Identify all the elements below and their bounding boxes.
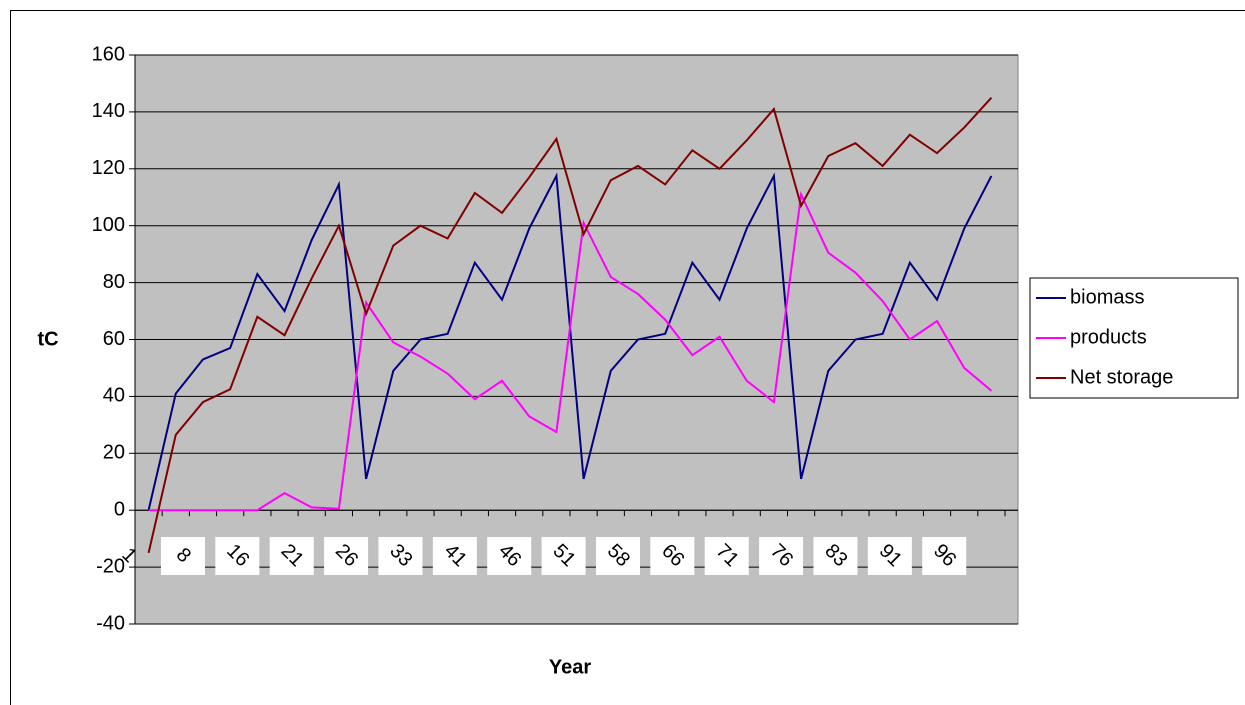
x-tick-label-box <box>378 537 423 575</box>
x-tick-label-box <box>650 537 695 575</box>
y-tick-label: 100 <box>92 214 125 236</box>
x-tick-label-box <box>704 537 749 575</box>
y-tick-label: 80 <box>103 271 125 293</box>
x-tick-label-box <box>269 537 314 575</box>
y-axis-label: tC <box>37 328 58 350</box>
y-tick-label: 140 <box>92 100 125 122</box>
x-tick-label-box <box>595 537 640 575</box>
x-tick-label-box <box>487 537 532 575</box>
y-tick-label: 120 <box>92 157 125 179</box>
x-tick-label-box <box>324 537 369 575</box>
x-tick-label-box <box>759 537 804 575</box>
x-tick-label-box <box>813 537 858 575</box>
x-tick-label-box <box>432 537 477 575</box>
x-tick-label-box <box>867 537 912 575</box>
series-line <box>148 190 993 512</box>
y-tick-label: -20 <box>96 555 125 577</box>
legend-label: products <box>1070 326 1147 348</box>
x-tick-label-box <box>541 537 586 575</box>
x-tick-label-box <box>922 537 967 575</box>
x-tick-label-box <box>160 537 205 575</box>
y-tick-label: 160 <box>92 43 125 65</box>
x-axis-label: Year <box>549 656 591 678</box>
x-tick-label-box <box>215 537 260 575</box>
legend-label: biomass <box>1070 286 1144 308</box>
series-line <box>147 97 993 554</box>
legend-label: Net storage <box>1070 366 1173 388</box>
y-tick-label: 20 <box>103 442 125 464</box>
y-tick-label: 60 <box>103 328 125 350</box>
y-tick-label: 0 <box>114 498 125 520</box>
y-tick-label: -40 <box>96 612 125 634</box>
y-tick-label: 40 <box>103 385 125 407</box>
